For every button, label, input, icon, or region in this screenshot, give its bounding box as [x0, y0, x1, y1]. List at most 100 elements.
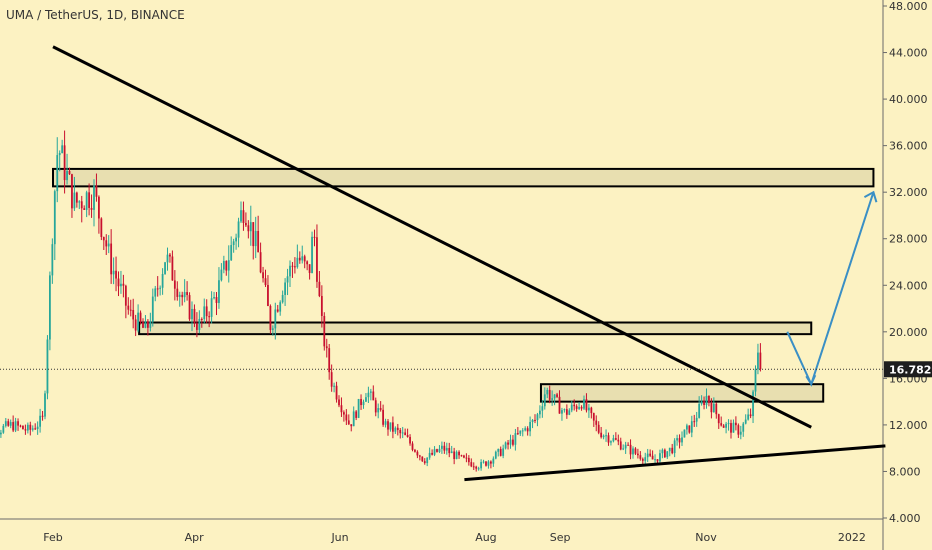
candle-body — [458, 451, 460, 456]
candle-body — [173, 280, 176, 289]
candle-body — [502, 448, 505, 456]
candle-body — [176, 288, 179, 297]
price-tick-label: 20.000 — [889, 326, 928, 339]
candle-body — [313, 236, 316, 238]
projection-path[interactable] — [786, 191, 875, 387]
candle-body — [46, 339, 49, 394]
time-tick-label: Feb — [43, 531, 62, 544]
candle-body — [352, 411, 355, 427]
candle-body — [722, 425, 725, 428]
candle-body — [632, 448, 634, 455]
downtrend-line[interactable] — [52, 45, 812, 429]
candle-body — [227, 260, 230, 271]
candle-body — [426, 457, 429, 464]
candle-body — [242, 210, 245, 223]
candle-body — [742, 423, 745, 432]
resistance-zone[interactable] — [52, 167, 875, 188]
candle-body — [269, 305, 272, 330]
candle-body — [499, 448, 502, 456]
candle-body — [715, 403, 718, 415]
candle-body — [369, 391, 372, 393]
candle-body — [203, 306, 206, 320]
candle-body — [225, 261, 228, 271]
candle-body — [453, 451, 456, 460]
candle-body — [7, 421, 10, 426]
candle-body — [132, 310, 135, 320]
candle-body — [610, 441, 612, 443]
candle-body — [656, 459, 659, 462]
candle-body — [237, 221, 240, 238]
candle-body — [146, 321, 149, 328]
candle-body — [186, 292, 188, 296]
candle-body — [504, 442, 507, 449]
candle-body — [112, 270, 115, 275]
uptrend-line[interactable] — [464, 444, 886, 482]
candle-body — [744, 419, 747, 424]
candle-body — [629, 444, 632, 455]
candle-body — [61, 145, 64, 153]
candle-body — [700, 401, 703, 404]
candle-body — [279, 302, 282, 312]
candle-body — [335, 385, 338, 400]
candle-body — [739, 431, 742, 435]
candle-body — [666, 451, 669, 458]
candle-body — [342, 412, 345, 415]
candle-body — [521, 430, 524, 432]
candle-body — [578, 406, 580, 409]
candle-body — [205, 306, 208, 317]
candle-body — [73, 192, 76, 209]
candle-body — [553, 394, 556, 399]
candle-body — [683, 429, 686, 438]
candle-body — [95, 185, 98, 197]
candle-body — [53, 191, 56, 245]
candle-body — [759, 352, 762, 370]
candle-body — [695, 417, 698, 422]
candle-body — [431, 452, 433, 455]
candle-body — [257, 230, 260, 253]
candle-body — [254, 230, 257, 247]
candle-body — [12, 422, 15, 431]
candle-body — [538, 410, 541, 415]
candle-body — [374, 400, 377, 413]
candle-body — [387, 421, 389, 430]
candle-body — [195, 323, 198, 330]
projection-pivot-arrow — [805, 374, 817, 387]
candle-body — [600, 432, 603, 438]
candle-body — [83, 208, 86, 210]
candle-body — [34, 428, 37, 430]
candle-body — [296, 257, 299, 268]
candle-body — [414, 449, 416, 452]
resistance-zone[interactable] — [539, 383, 825, 403]
candle-body — [487, 461, 490, 466]
candle-body — [568, 410, 571, 415]
candle-body — [154, 288, 157, 297]
candle-body — [208, 316, 211, 318]
candle-body — [235, 237, 237, 242]
candle-body — [318, 281, 321, 296]
candle-body — [41, 415, 44, 417]
candle-body — [78, 201, 81, 203]
candle-body — [512, 439, 514, 445]
candle-body — [747, 414, 750, 420]
candle-body — [396, 427, 399, 430]
candle-body — [51, 244, 54, 276]
candle-body — [142, 322, 144, 328]
candle-body — [88, 192, 90, 208]
candle-body — [365, 397, 367, 402]
candle-body — [48, 275, 51, 340]
candle-body — [137, 312, 139, 331]
candle-body — [134, 319, 137, 331]
candle-body — [489, 461, 492, 464]
candle-body — [526, 428, 529, 432]
candle-body — [320, 295, 323, 316]
candle-body — [460, 455, 463, 457]
resistance-zone[interactable] — [138, 321, 813, 336]
candle-body — [308, 264, 311, 273]
candle-body — [450, 451, 453, 454]
candle-body — [514, 433, 517, 445]
candle-body — [710, 402, 713, 413]
candle-body — [377, 408, 380, 413]
candle-body — [749, 414, 752, 417]
